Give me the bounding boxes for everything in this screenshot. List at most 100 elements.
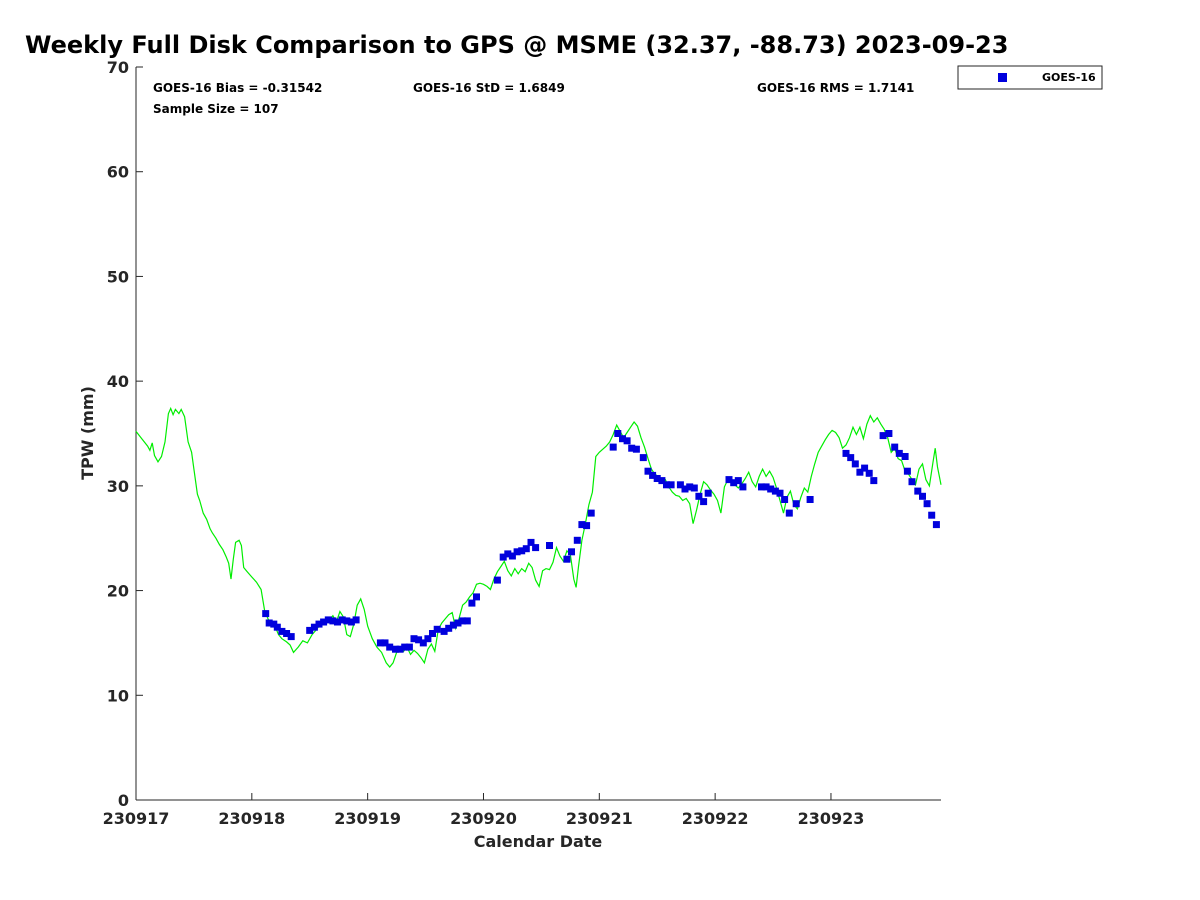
y-tick-label: 40: [107, 372, 129, 391]
y-tick-label: 70: [107, 58, 129, 77]
legend: GOES-16: [957, 65, 1103, 90]
goes16-point: [806, 496, 814, 503]
goes16-point: [310, 623, 318, 631]
x-tick-label: 230918: [218, 809, 285, 828]
goes16-point: [415, 636, 423, 644]
goes16-scatter-series: [262, 430, 940, 653]
goes16-point: [653, 475, 661, 482]
goes16-point: [771, 487, 779, 495]
x-tick-label: 230919: [334, 809, 401, 828]
goes16-point: [449, 621, 457, 629]
goes16-point: [287, 633, 295, 641]
goes16-point: [628, 444, 636, 452]
goes16-point: [454, 619, 462, 627]
stat-bias: GOES-16 Bias = -0.31542: [153, 81, 322, 95]
goes16-point: [445, 624, 453, 632]
goes16-point: [739, 483, 747, 491]
y-tick-label: 30: [107, 477, 129, 496]
plot-area: 0 10 20 30 40 50 60 70 230917 230918 230919 230920…: [103, 58, 942, 828]
y-tick-label: 10: [107, 686, 129, 705]
chart-title: Weekly Full Disk Comparison to GPS @ MSM…: [25, 31, 1008, 59]
goes16-point: [865, 469, 873, 477]
legend-marker-goes16: [998, 73, 1007, 82]
x-tick-label: 230923: [798, 809, 865, 828]
goes16-point: [504, 550, 512, 558]
goes16-point: [725, 476, 733, 484]
goes16-point: [614, 430, 622, 437]
goes16-point: [762, 483, 770, 491]
goes16-point: [658, 477, 666, 485]
goes16-point: [518, 547, 526, 555]
goes16-point: [532, 544, 540, 552]
goes16-point: [632, 445, 640, 453]
goes16-point: [376, 639, 384, 647]
goes16-point: [690, 484, 698, 492]
goes16-point: [851, 460, 859, 468]
goes16-point: [499, 553, 507, 561]
goes16-point: [619, 435, 626, 443]
goes16-point: [473, 593, 480, 601]
goes16-point: [785, 509, 793, 517]
goes16-point: [527, 538, 535, 546]
stat-rms: GOES-16 RMS = 1.7141: [757, 81, 914, 95]
y-tick-label: 50: [107, 267, 129, 286]
goes16-point: [901, 453, 909, 460]
goes16-point: [639, 454, 647, 462]
goes16-point: [776, 489, 784, 497]
goes16-point: [891, 443, 899, 451]
goes16-point: [587, 509, 595, 517]
goes16-point: [847, 454, 855, 462]
goes16-point: [347, 618, 355, 626]
goes16-point: [583, 522, 591, 530]
goes16-point: [513, 548, 521, 556]
x-tick-label: 230920: [450, 809, 517, 828]
goes16-point: [663, 481, 670, 489]
goes16-point: [419, 639, 427, 647]
goes16-point: [429, 630, 436, 637]
goes16-point: [649, 471, 657, 479]
goes16-point: [781, 496, 789, 503]
goes16-point: [681, 485, 689, 493]
x-tick-label: 230917: [103, 809, 170, 828]
goes16-point: [695, 492, 703, 500]
y-tick-label: 0: [118, 791, 129, 810]
goes16-point: [928, 511, 936, 519]
goes16-point: [338, 616, 346, 624]
goes16-point: [908, 478, 916, 486]
goes16-point: [440, 627, 448, 635]
x-axis-label: Calendar Date: [474, 832, 603, 851]
x-tick-label: 230922: [682, 809, 749, 828]
y-tick-label: 20: [107, 582, 129, 601]
goes16-point: [433, 625, 441, 633]
goes16-point: [870, 477, 878, 485]
goes16-point: [392, 645, 399, 653]
goes16-point: [352, 616, 360, 624]
goes16-point: [861, 464, 869, 472]
goes16-point: [609, 443, 617, 451]
goes16-point: [914, 487, 922, 495]
goes16-point: [320, 618, 328, 626]
goes16-point: [644, 467, 652, 475]
goes16-point: [401, 643, 409, 651]
goes16-point: [730, 479, 738, 487]
goes16-point: [704, 489, 712, 497]
goes16-point: [273, 623, 281, 631]
stat-sample-size: Sample Size = 107: [153, 102, 279, 116]
goes16-point: [463, 617, 471, 625]
stat-std: GOES-16 StD = 1.6849: [413, 81, 565, 95]
goes16-point: [396, 645, 404, 653]
goes16-point: [522, 545, 530, 553]
goes16-point: [329, 617, 337, 625]
goes16-point: [667, 481, 675, 489]
gps-line: [135, 406, 942, 668]
y-axis-label: TPW (mm): [78, 386, 97, 480]
goes16-point: [459, 617, 467, 625]
y-tick-label: 60: [107, 163, 129, 182]
goes16-point: [468, 599, 476, 607]
goes16-point: [842, 449, 850, 457]
goes16-point: [792, 500, 800, 508]
goes16-point: [578, 521, 586, 529]
goes16-point: [546, 542, 553, 549]
goes16-point: [856, 468, 864, 476]
